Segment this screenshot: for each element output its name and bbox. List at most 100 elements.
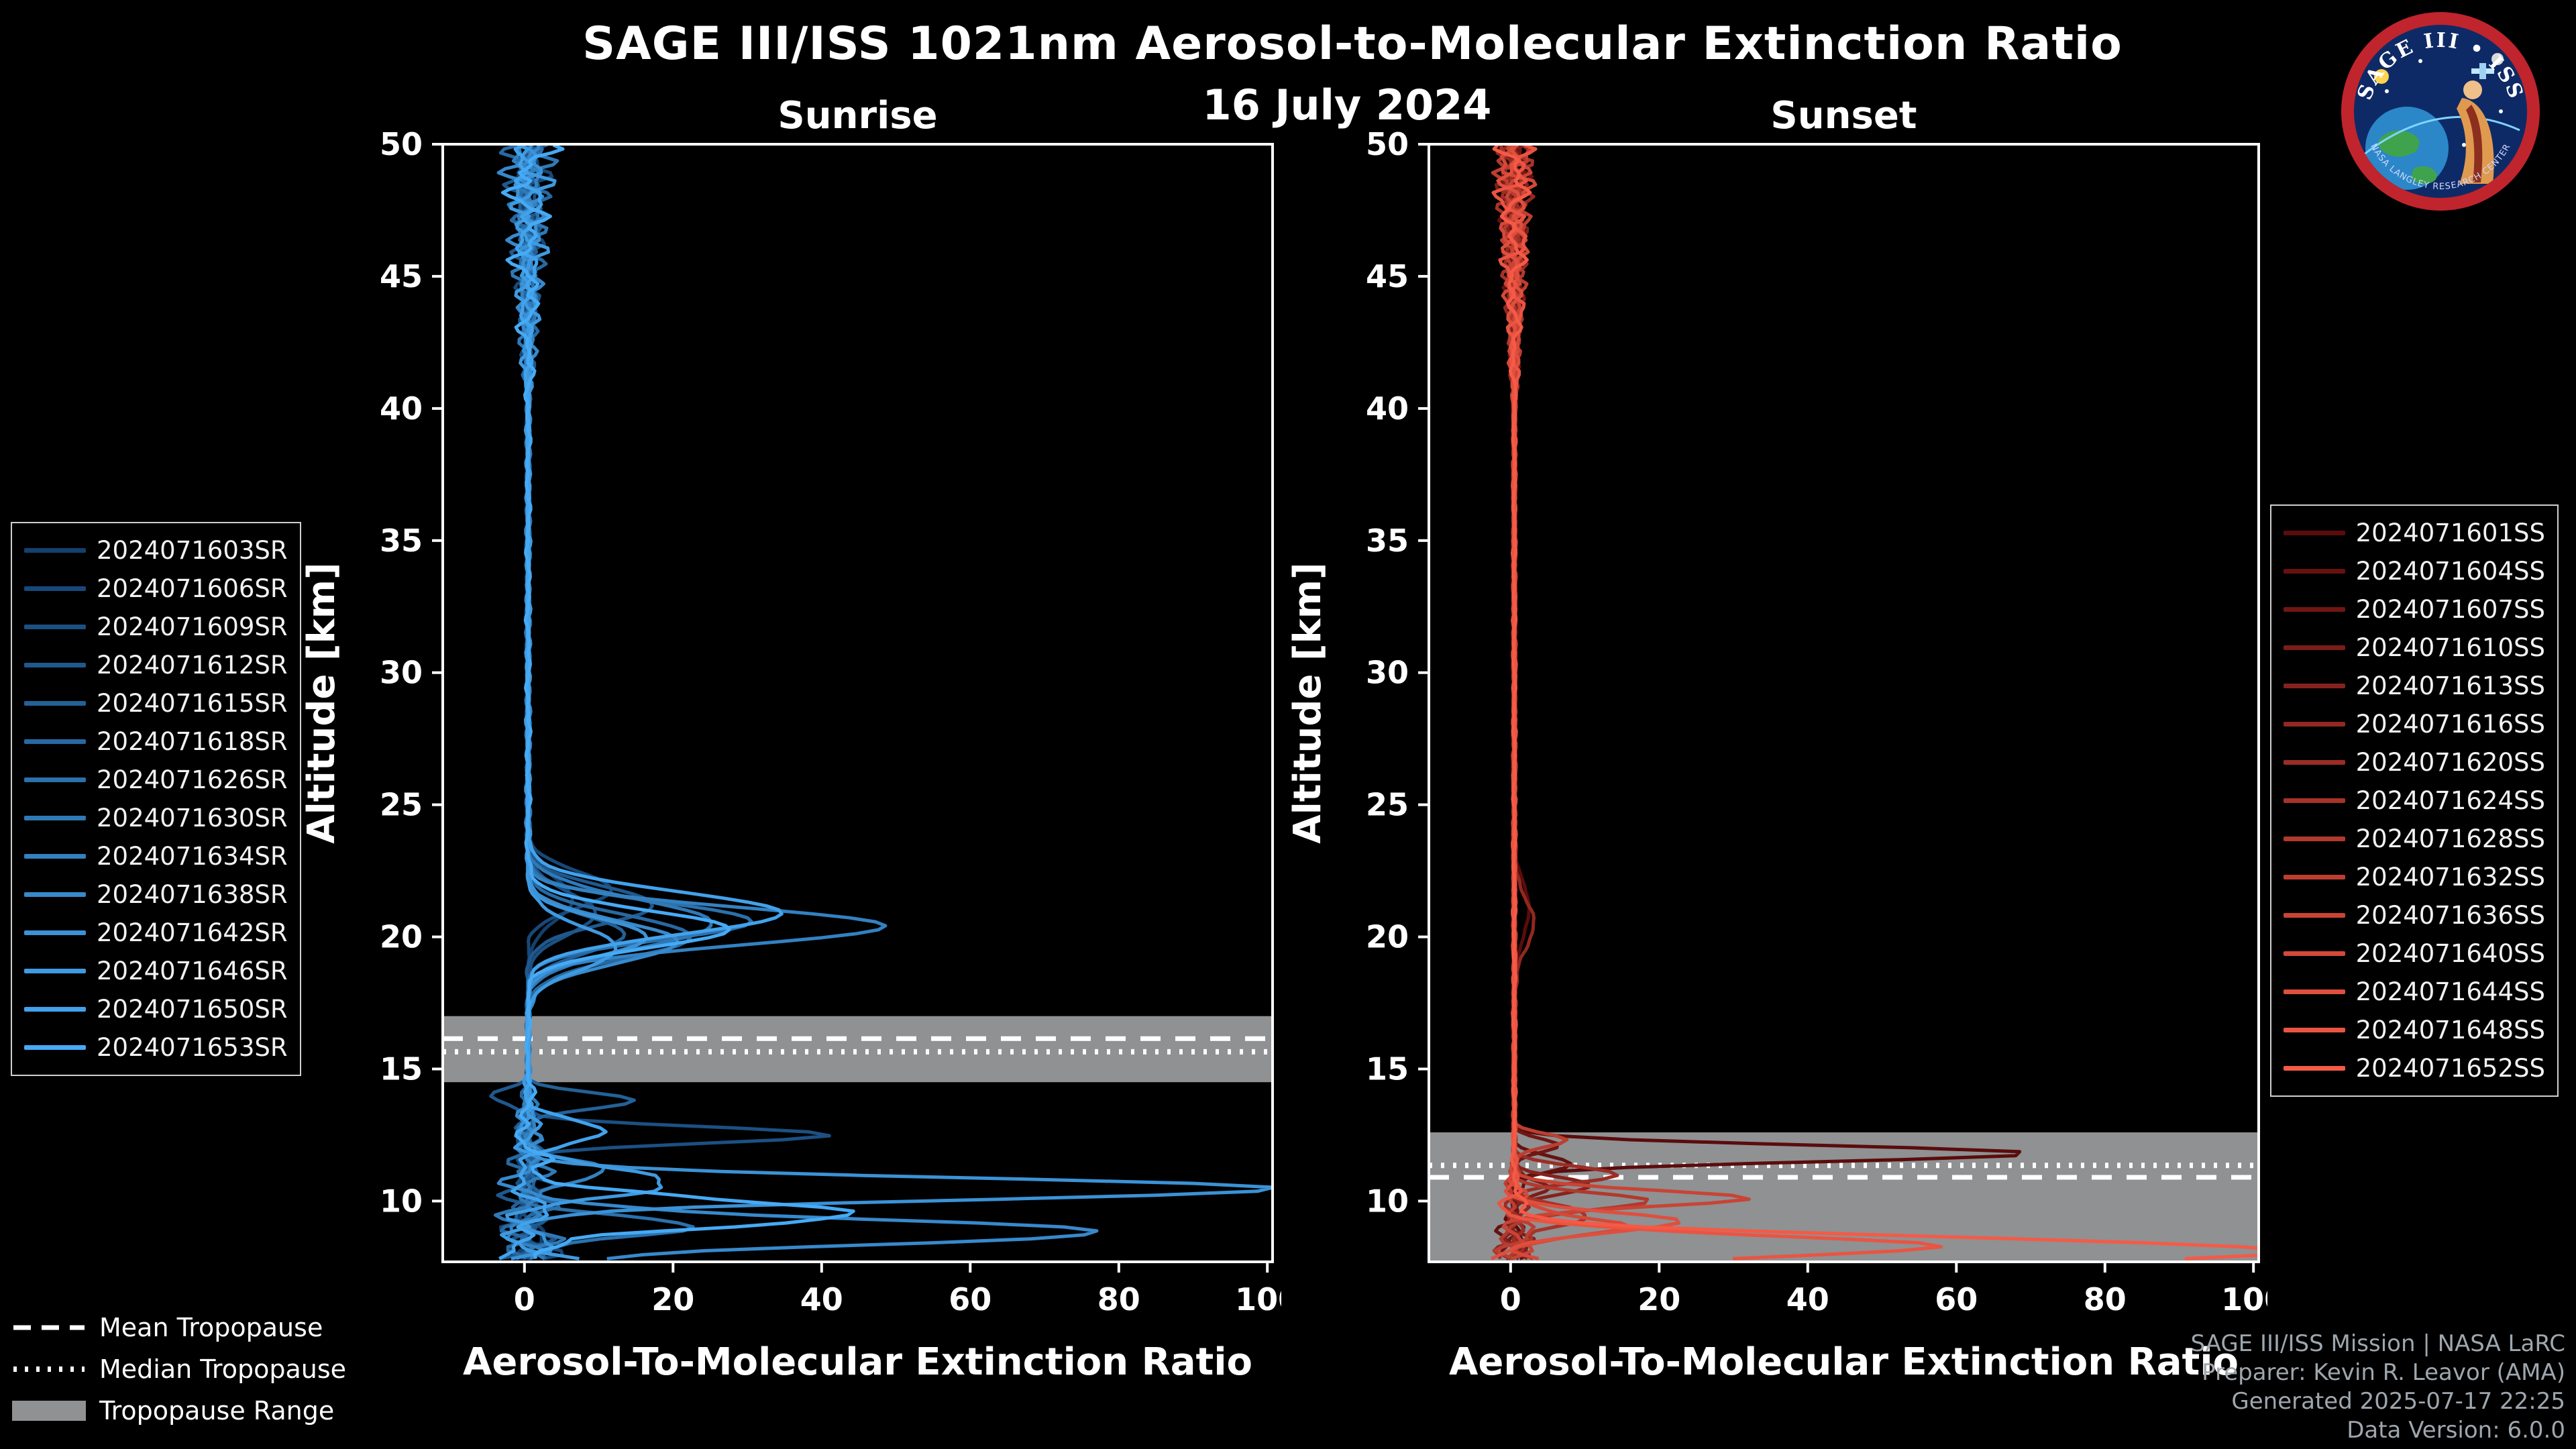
- legend-item-2024071618SR: 2024071618SR: [24, 722, 288, 761]
- sunrise-xtick-40: 40: [800, 1281, 843, 1318]
- sunset-xtick-60: 60: [1935, 1281, 1978, 1318]
- sunset-ylabel: Altitude [km]: [1286, 562, 1330, 843]
- profile-2024071642SR: [511, 144, 1273, 1260]
- tropopause-range-swatch: [12, 1401, 86, 1421]
- footer-credits: SAGE III/ISS Mission | NASA LaRC Prepare…: [2190, 1330, 2565, 1445]
- legend-label: 2024071632SS: [2355, 863, 2545, 892]
- legend-item-2024071642SR: 2024071642SR: [24, 914, 288, 952]
- legend-line-swatch: [2283, 531, 2345, 535]
- sunrise-xtick-0: 0: [514, 1281, 535, 1318]
- sunrise-ytick-10: 10: [380, 1183, 423, 1219]
- legend-item-2024071646SR: 2024071646SR: [24, 952, 288, 990]
- legend-label: 2024071620SS: [2355, 748, 2545, 777]
- sunset-title: Sunset: [1770, 97, 1917, 138]
- sunrise-xtick-60: 60: [949, 1281, 991, 1318]
- profile-2024071612SR: [489, 144, 654, 1260]
- sunrise-xtick-100: 100: [1235, 1281, 1281, 1318]
- legend-line-swatch: [24, 1007, 86, 1012]
- sunrise-ytick-35: 35: [380, 523, 423, 559]
- legend-item-2024071653SR: 2024071653SR: [24, 1028, 288, 1067]
- legend-line-swatch: [2283, 798, 2345, 803]
- footer-generated-line: Generated 2025-07-17 22:25: [2231, 1388, 2565, 1415]
- median-tropopause-dotted-swatch: [13, 1366, 85, 1372]
- sunrise-title: Sunrise: [777, 97, 937, 138]
- sunset-ytick-25: 25: [1366, 787, 1409, 823]
- legend-item-2024071638SR: 2024071638SR: [24, 875, 288, 914]
- median-tropopause-legend-item: Median Tropopause: [12, 1348, 346, 1390]
- sunrise-ytick-15: 15: [380, 1051, 423, 1087]
- median-tropopause-label: Median Tropopause: [99, 1354, 346, 1384]
- legend-label: 2024071646SR: [97, 957, 288, 985]
- legend-item-2024071648SS: 2024071648SS: [2283, 1011, 2545, 1049]
- legend-line-swatch: [2283, 875, 2345, 879]
- sunset-ytick-35: 35: [1366, 523, 1409, 559]
- profile-2024071601SS: [1503, 144, 2022, 1260]
- sunrise-ytick-30: 30: [380, 655, 423, 691]
- legend-line-swatch: [2283, 760, 2345, 765]
- sunset-ytick-10: 10: [1366, 1183, 1409, 1219]
- profile-2024071609SR: [508, 144, 831, 1260]
- page-title: SAGE III/ISS 1021nm Aerosol-to-Molecular…: [582, 17, 2123, 70]
- sunset-legend: 2024071601SS 2024071604SS 2024071607SS 2024…: [2269, 504, 2559, 1097]
- profile-2024071634SR: [505, 144, 888, 1260]
- profile-2024071648SS: [1491, 144, 1943, 1260]
- sunrise-xtick-80: 80: [1097, 1281, 1140, 1318]
- legend-line-swatch: [24, 586, 86, 591]
- legend-line-swatch: [24, 777, 86, 782]
- legend-line-swatch: [24, 663, 86, 667]
- legend-line-swatch: [2283, 607, 2345, 612]
- legend-line-swatch: [2283, 989, 2345, 994]
- mean-tropopause-dashed-swatch: [13, 1325, 85, 1330]
- legend-item-2024071604SS: 2024071604SS: [2283, 552, 2545, 590]
- legend-line-swatch: [24, 625, 86, 629]
- sunset-xlabel: Aerosol-To-Molecular Extinction Ratio: [1449, 1340, 2239, 1384]
- logo-sage-figure: [2457, 80, 2494, 184]
- logo-sun: [2374, 69, 2389, 84]
- legend-line-swatch: [24, 739, 86, 744]
- legend-label: 2024071613SS: [2355, 672, 2545, 700]
- legend-item-2024071615SR: 2024071615SR: [24, 684, 288, 722]
- profile-2024071652SS: [1492, 144, 2259, 1260]
- legend-item-2024071650SR: 2024071650SR: [24, 990, 288, 1028]
- legend-line-swatch: [2283, 913, 2345, 918]
- legend-line-swatch: [24, 1045, 86, 1050]
- legend-label: 2024071636SS: [2355, 901, 2545, 930]
- tropopause-legend: Mean Tropopause Median Tropopause Tropop…: [12, 1307, 346, 1432]
- sunrise-tropopause-range-band: [443, 1016, 1273, 1083]
- sunset-ytick-30: 30: [1366, 655, 1409, 691]
- profile-2024071650SR: [498, 144, 784, 1260]
- legend-label: 2024071616SS: [2355, 710, 2545, 739]
- legend-item-2024071624SS: 2024071624SS: [2283, 782, 2545, 820]
- logo-moon: [2491, 53, 2504, 65]
- sunset-ytick-15: 15: [1366, 1051, 1409, 1087]
- legend-line-swatch: [2283, 684, 2345, 688]
- legend-label: 2024071606SR: [97, 574, 288, 603]
- mean-tropopause-label: Mean Tropopause: [99, 1313, 323, 1342]
- legend-item-2024071632SS: 2024071632SS: [2283, 858, 2545, 896]
- sunrise-xlabel: Aerosol-To-Molecular Extinction Ratio: [463, 1340, 1252, 1384]
- legend-line-swatch: [24, 701, 86, 706]
- legend-label: 2024071650SR: [97, 995, 288, 1024]
- legend-label: 2024071638SR: [97, 880, 288, 909]
- footer-preparer-line: Preparer: Kevin R. Leavor (AMA): [2202, 1359, 2565, 1386]
- legend-label: 2024071601SS: [2355, 519, 2545, 547]
- legend-line-swatch: [24, 892, 86, 897]
- legend-label: 2024071626SR: [97, 765, 288, 794]
- legend-line-swatch: [2283, 837, 2345, 841]
- legend-line-swatch: [24, 854, 86, 859]
- legend-line-swatch: [2283, 951, 2345, 956]
- legend-line-swatch: [2283, 1066, 2345, 1071]
- legend-label: 2024071648SS: [2355, 1016, 2545, 1044]
- legend-item-2024071612SR: 2024071612SR: [24, 646, 288, 684]
- sunrise-ytick-25: 25: [380, 787, 423, 823]
- sunset-plot: 10 15 20 25 30 35 40 45 50 0 20 40 60 80 100 Sunset Aero…: [1286, 97, 2267, 1384]
- tropopause-range-legend-item: Tropopause Range: [12, 1390, 346, 1432]
- legend-label: 2024071612SR: [97, 651, 288, 680]
- page-date: 16 July 2024: [1202, 80, 1492, 129]
- legend-line-swatch: [2283, 1028, 2345, 1032]
- sunrise-ytick-50: 50: [380, 126, 423, 162]
- legend-line-swatch: [24, 816, 86, 820]
- sunrise-legend: 2024071603SR 2024071606SR 2024071609SR 2024…: [11, 522, 301, 1076]
- sunrise-panel: 10 15 20 25 30 35 40 45 50 0 20 40 60 80 100 Sunrise Aer…: [295, 97, 1281, 1432]
